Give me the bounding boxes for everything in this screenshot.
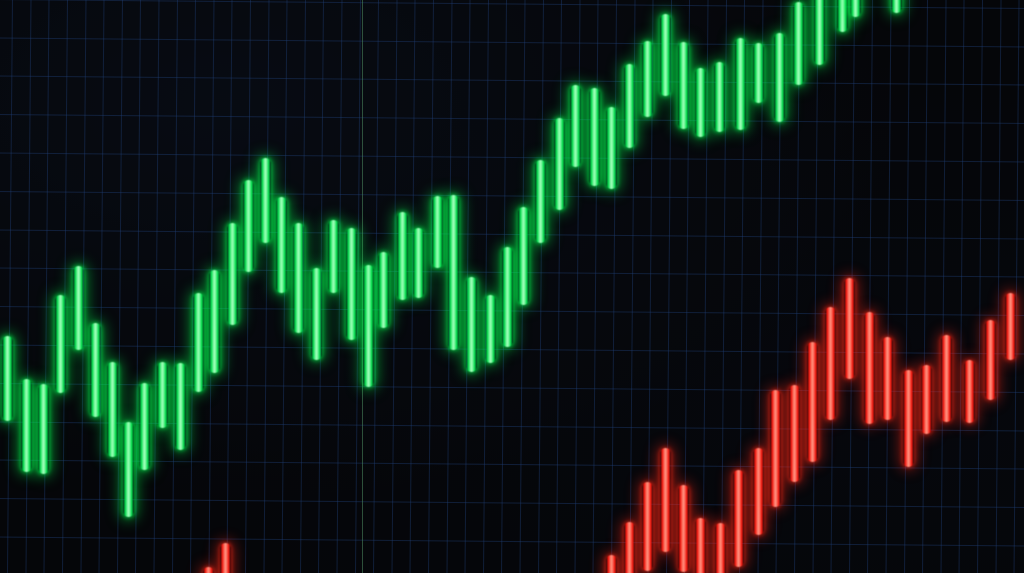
candle-bar-green (156, 362, 168, 428)
candle-bar-green (659, 14, 671, 96)
candle-bar-red (806, 342, 818, 462)
candle-bar-red (984, 320, 996, 400)
candle-bar-green (694, 68, 706, 137)
candle-bar-red (940, 335, 952, 422)
candle-bar-green (836, 0, 848, 32)
candle-bar-red (694, 518, 706, 573)
candle-bar-green (623, 64, 635, 148)
candle-bar-green (37, 384, 49, 474)
candle-bar-red (623, 522, 635, 573)
candle-bar-green (310, 268, 322, 360)
candle-bar-green (412, 228, 424, 298)
candle-bar-green (138, 383, 150, 470)
candle-bar-green (242, 180, 254, 272)
candle-bar-red (788, 385, 800, 482)
candle-bar-green (534, 160, 546, 243)
candle-bar-green (773, 33, 785, 122)
candle-bar-red (677, 485, 689, 572)
candle-bar-green (501, 247, 513, 347)
candle-bar-green (292, 223, 304, 333)
candle-bar-green (20, 379, 32, 472)
candle-bar-green (484, 295, 496, 363)
candle-bar-green (517, 207, 529, 305)
candle-bar-green (362, 265, 374, 387)
candle-bar-red (1004, 293, 1016, 360)
candle-bar-green (208, 270, 220, 373)
candle-bar-green (72, 266, 84, 350)
candle-bar-red (863, 312, 875, 424)
candle-bar-red (881, 337, 893, 420)
candle-bar-green (345, 228, 357, 340)
candle-bar-green (396, 212, 408, 300)
candle-bar-green (713, 62, 725, 132)
candle-bar-green (377, 252, 389, 328)
candle-bar-red (963, 360, 975, 423)
candle-bar-green (553, 118, 565, 210)
candle-bar-green (1, 336, 13, 421)
candle-bar-green (431, 196, 443, 268)
candle-bar-green (327, 220, 339, 293)
candle-bar-green (465, 277, 477, 372)
candle-bar-green (106, 362, 118, 457)
candle-bar-red (202, 567, 214, 573)
candle-bar-green (752, 43, 764, 103)
candle-bar-red (902, 370, 914, 467)
candle-bar-green (447, 195, 459, 350)
candle-bar-green (54, 295, 66, 393)
candle-bar-red (752, 448, 764, 535)
candle-bar-green (641, 41, 653, 117)
candle-bar-green (734, 38, 746, 130)
candle-bar-green (275, 197, 287, 293)
candle-bar-red (769, 390, 781, 507)
candle-bar-green (677, 42, 689, 129)
candle-bar-green (174, 363, 186, 450)
candle-bar-green (89, 323, 101, 417)
candle-bar-green (849, 0, 861, 17)
candle-bar-green (226, 223, 238, 325)
candle-bar-green (259, 158, 271, 243)
candle-bar-red (605, 555, 617, 573)
candle-bar-red (732, 470, 744, 567)
candle-bar-red (219, 543, 231, 573)
candle-bar-green (605, 107, 617, 189)
candle-bar-green (122, 422, 134, 517)
candle-bar-green (890, 0, 902, 13)
candle-bar-green (588, 88, 600, 186)
candle-bar-green (192, 293, 204, 392)
candle-bar-red (824, 307, 836, 420)
candle-bar-green (813, 0, 825, 65)
candle-bar-red (641, 482, 653, 571)
candle-bar-red (843, 278, 855, 379)
candle-bar-green (792, 2, 804, 85)
candle-bar-green (569, 85, 581, 167)
candle-bar-red (659, 448, 671, 552)
candle-bar-red (920, 365, 932, 434)
candle-bar-red (714, 523, 726, 573)
